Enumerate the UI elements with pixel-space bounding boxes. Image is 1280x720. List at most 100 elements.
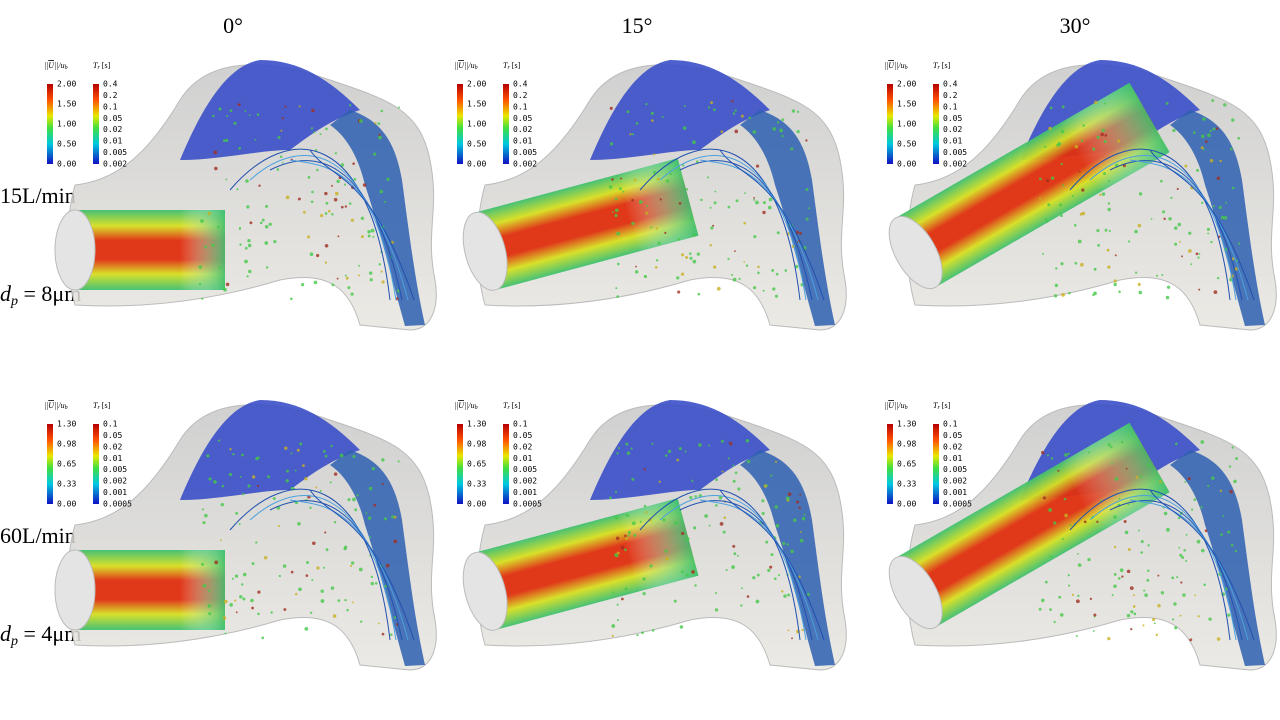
- velocity-tick-label: 0.65: [57, 460, 76, 469]
- particle: [1202, 117, 1206, 121]
- particle: [689, 252, 692, 255]
- particle: [309, 506, 312, 510]
- particle: [322, 449, 326, 453]
- particle: [676, 458, 680, 462]
- inlet-cap: [888, 555, 943, 630]
- particle: [324, 191, 328, 196]
- particle: [324, 531, 327, 534]
- particle: [633, 178, 637, 182]
- particle: [247, 238, 251, 243]
- particle: [1228, 465, 1232, 468]
- particle: [1174, 442, 1178, 446]
- particle: [611, 634, 614, 637]
- particle: [772, 287, 776, 291]
- particle: [1200, 440, 1205, 444]
- particle: [1187, 477, 1191, 481]
- particle: [241, 453, 244, 457]
- particle: [1197, 256, 1200, 259]
- particle: [1236, 259, 1239, 262]
- particle: [1055, 267, 1058, 270]
- particle: [1123, 519, 1127, 524]
- particle: [614, 490, 618, 493]
- jet-group: [462, 158, 699, 291]
- particle: [732, 479, 736, 483]
- particle: [1231, 118, 1235, 122]
- particle: [1064, 453, 1068, 457]
- particle: [202, 583, 207, 588]
- particle: [1050, 457, 1054, 460]
- time-tick-label: 0.005: [943, 465, 967, 474]
- particle: [1074, 261, 1078, 265]
- velocity-tick-label: 0.33: [467, 480, 486, 489]
- particle: [616, 619, 619, 622]
- velocity-tick-label: 0.65: [467, 460, 486, 469]
- velocity-tick-label: 1.50: [467, 100, 486, 109]
- particle: [782, 541, 786, 546]
- particle: [1155, 274, 1159, 277]
- flow-panel: ||U||/ub Tr [s] 2.00 1.50 1.00 0.50 0.00 0.4 0.2…: [885, 60, 1277, 331]
- particle: [220, 539, 222, 542]
- particle: [795, 500, 800, 504]
- particle: [799, 493, 802, 496]
- particle: [1113, 279, 1117, 283]
- particle: [1160, 179, 1163, 183]
- particle: [746, 595, 750, 598]
- particle: [282, 564, 287, 568]
- particle: [682, 126, 687, 130]
- particle: [673, 599, 677, 603]
- streamline: [719, 489, 825, 641]
- particle: [609, 106, 613, 110]
- particle: [626, 451, 631, 455]
- legend: ||U||/ub Tr [s] 1.30 0.98 0.65 0.33 0.00 0.1 0.0…: [885, 401, 972, 509]
- particle: [228, 472, 233, 477]
- particle: [319, 489, 322, 492]
- particle: [774, 294, 779, 298]
- time-colorbar: [93, 84, 99, 164]
- particle: [1137, 529, 1140, 532]
- velocity-tick-label: 0.65: [897, 460, 916, 469]
- particle: [650, 226, 653, 229]
- particle: [651, 119, 654, 122]
- particle: [373, 503, 377, 507]
- particle: [1059, 203, 1063, 207]
- particle: [618, 187, 622, 191]
- title-part: b: [905, 405, 908, 411]
- particle: [1101, 128, 1105, 133]
- particle: [1114, 476, 1119, 481]
- particle: [716, 286, 721, 291]
- particle: [270, 611, 273, 614]
- particle: [370, 581, 375, 586]
- velocity-colorbar: [457, 424, 463, 504]
- particle: [256, 113, 260, 116]
- particle: [662, 518, 666, 522]
- particle: [697, 292, 701, 296]
- streamline: [1149, 489, 1255, 641]
- particle: [1038, 607, 1042, 611]
- particle: [280, 129, 283, 132]
- title-part: T: [503, 61, 508, 70]
- particle: [1071, 195, 1074, 198]
- particle: [1111, 462, 1113, 465]
- particle: [352, 601, 354, 604]
- velocity-tick-label: 1.30: [897, 420, 916, 429]
- particle: [1134, 229, 1138, 234]
- particle: [204, 245, 208, 249]
- velocity-tick-label: 2.00: [57, 80, 76, 89]
- particle: [643, 504, 647, 508]
- particle: [393, 515, 397, 519]
- title-part: [s]: [100, 401, 111, 410]
- particle: [636, 633, 639, 637]
- particle: [1194, 594, 1197, 597]
- particle: [1125, 467, 1128, 470]
- velocity-tick-label: 0.00: [467, 500, 486, 509]
- particle: [248, 269, 252, 274]
- particle: [323, 566, 326, 569]
- time-tick-label: 0.02: [513, 442, 532, 451]
- particle: [329, 481, 332, 484]
- title-part: U: [48, 61, 55, 70]
- particle: [1223, 103, 1227, 107]
- particle: [1127, 240, 1131, 243]
- particle: [218, 107, 222, 111]
- time-tick-label: 0.005: [943, 148, 967, 157]
- particle: [645, 102, 648, 106]
